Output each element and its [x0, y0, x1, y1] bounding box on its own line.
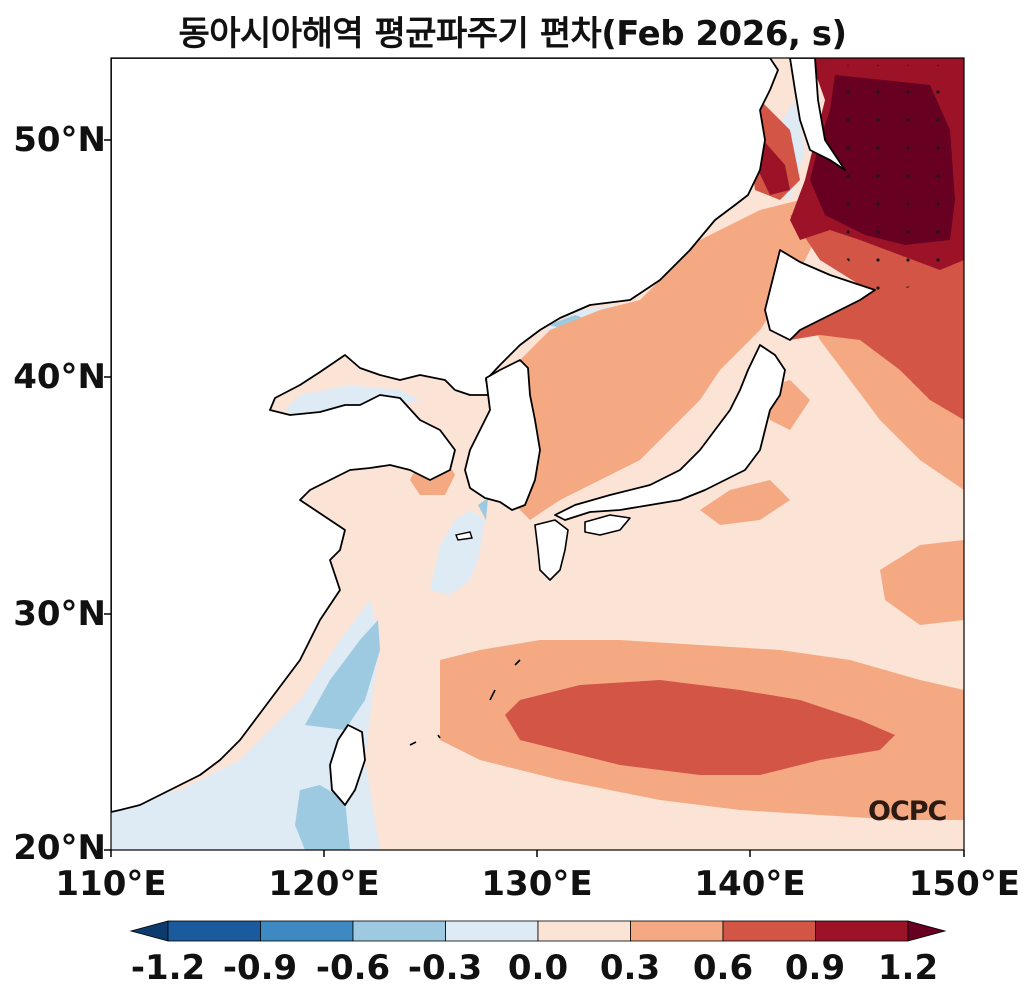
axis-ticks [104, 139, 965, 857]
colorbar-over [907, 920, 947, 942]
colorbar-tick-label: -1.2 [130, 948, 206, 988]
contour-neg-southtaiwan [295, 785, 350, 850]
contour-pos-pacific-core [505, 680, 895, 775]
x-tick-label: 110°E [55, 864, 167, 904]
colorbar-bin [445, 920, 539, 942]
y-tick-label: 20°N [13, 828, 106, 868]
land-ryukyu [409, 659, 521, 746]
y-tick-label: 30°N [13, 594, 106, 634]
land-taiwan [329, 724, 366, 806]
colorbar-bin [722, 920, 816, 942]
colorbar-bin [630, 920, 724, 942]
colorbar-bin [537, 920, 631, 942]
colorbar-tick-label: 0.9 [784, 948, 846, 988]
contour-neg-yellowsea [430, 510, 485, 595]
colorbar-tick-label: -0.6 [315, 948, 391, 988]
colorbar [129, 920, 947, 942]
ocpc-logo: OCPC [868, 796, 947, 827]
colorbar-under [129, 920, 169, 942]
map-title: 동아시아해역 평균파주기 편차(Feb 2026, s) [178, 14, 847, 54]
y-tick-label: 40°N [13, 357, 106, 397]
land-korea [464, 359, 541, 511]
contour-pos-east-offshore [880, 540, 964, 625]
significance-dots [820, 65, 964, 290]
x-tick-label: 140°E [694, 864, 806, 904]
colorbar-tick-label: 0.0 [507, 948, 569, 988]
contour-pos-kyushu [700, 480, 790, 525]
contour-field [111, 58, 964, 850]
colorbar-bin [167, 920, 261, 942]
colorbar-bin [815, 920, 909, 942]
contour-neg-taiwanstrait [305, 620, 380, 730]
contour-neg-tsushima [478, 498, 488, 520]
land-kyushu [534, 519, 569, 581]
colorbar-tick-label: 0.3 [599, 948, 661, 988]
colorbar-tick-label: -0.3 [407, 948, 483, 988]
land-asia-mainland [111, 58, 779, 813]
x-tick-label: 130°E [481, 864, 593, 904]
land-hokkaido [764, 249, 876, 341]
y-tick-label: 50°N [13, 120, 106, 160]
contour-pos-kuril [770, 250, 964, 420]
x-tick-label: 120°E [268, 864, 380, 904]
colorbar-bin [352, 920, 446, 942]
x-tick-label: 150°E [908, 864, 1020, 904]
land-sakhalin [789, 58, 846, 171]
land-shikoku [584, 514, 631, 536]
colorbar-tick-label: -0.9 [222, 948, 298, 988]
contour-pos-eastsea [495, 200, 820, 520]
colorbar-tick-label: 1.2 [877, 948, 939, 988]
colorbar-bin [260, 920, 354, 942]
colorbar-tick-label: 0.6 [692, 948, 754, 988]
contour-pos-tatar-core [758, 140, 790, 195]
land-honshu [554, 344, 786, 521]
land-jeju [455, 531, 473, 541]
